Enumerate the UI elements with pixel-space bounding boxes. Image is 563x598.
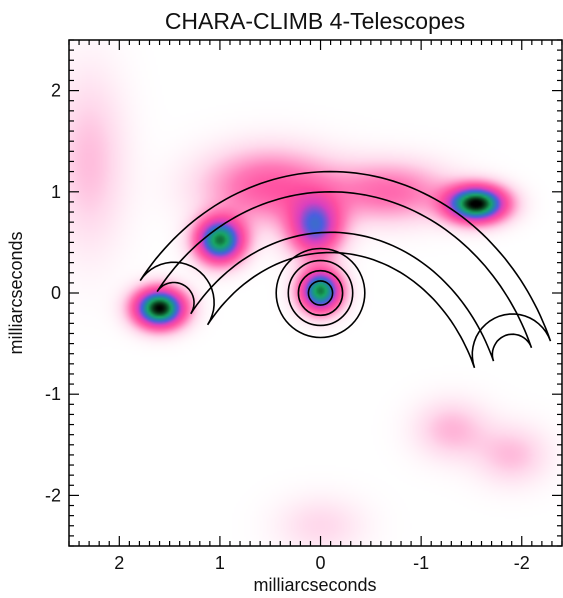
ring-contour-2: [287, 259, 354, 327]
arc-contour-0: [156, 190, 533, 362]
y-tick-labels: -2 -1 0 1 2: [45, 81, 61, 506]
y-axis-label: milliarcseconds: [6, 231, 26, 354]
heatmap-image: [69, 40, 562, 546]
chart-title: CHARA-CLIMB 4-Telescopes: [165, 8, 465, 34]
arc-contour-1: [139, 170, 552, 369]
x-tick-label: -1: [413, 553, 429, 573]
y-tick-label: 2: [51, 81, 61, 101]
y-tick-label: 0: [51, 283, 61, 303]
x-tick-label: 0: [316, 553, 326, 573]
model-contours: [139, 170, 552, 369]
y-tick-label: 1: [51, 182, 61, 202]
axis-ticks: [68, 39, 563, 547]
x-tick-labels: 2 1 0 -1 -2: [114, 553, 529, 573]
ring-contour-3: [275, 247, 366, 339]
x-tick-label: -2: [514, 553, 530, 573]
x-axis-label: milliarcseconds: [253, 575, 376, 595]
y-tick-label: -2: [45, 485, 61, 505]
plot-area: [68, 39, 563, 547]
ring-contour-1: [297, 269, 344, 317]
x-tick-label: 2: [114, 553, 124, 573]
ring-contour-0: [307, 280, 334, 306]
x-tick-label: 1: [215, 553, 225, 573]
y-tick-label: -1: [45, 384, 61, 404]
